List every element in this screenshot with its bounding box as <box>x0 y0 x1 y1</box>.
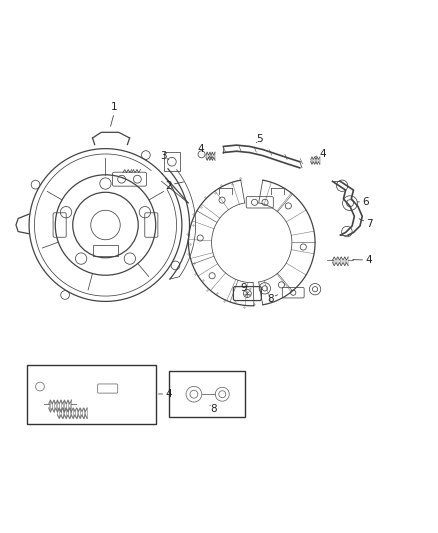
Text: 4: 4 <box>320 149 326 159</box>
Text: 3: 3 <box>160 151 166 161</box>
Text: 4: 4 <box>166 389 172 399</box>
Text: 1: 1 <box>111 102 117 112</box>
Text: 6: 6 <box>362 197 369 207</box>
Text: 4: 4 <box>198 144 204 155</box>
Text: 7: 7 <box>366 219 373 229</box>
Bar <box>27 365 155 424</box>
Text: 8: 8 <box>210 404 217 414</box>
Text: 9: 9 <box>240 284 247 293</box>
Text: 5: 5 <box>256 134 263 143</box>
Text: 8: 8 <box>267 294 273 304</box>
Text: 2: 2 <box>166 181 172 191</box>
Bar <box>169 372 245 417</box>
Text: 4: 4 <box>365 255 372 265</box>
